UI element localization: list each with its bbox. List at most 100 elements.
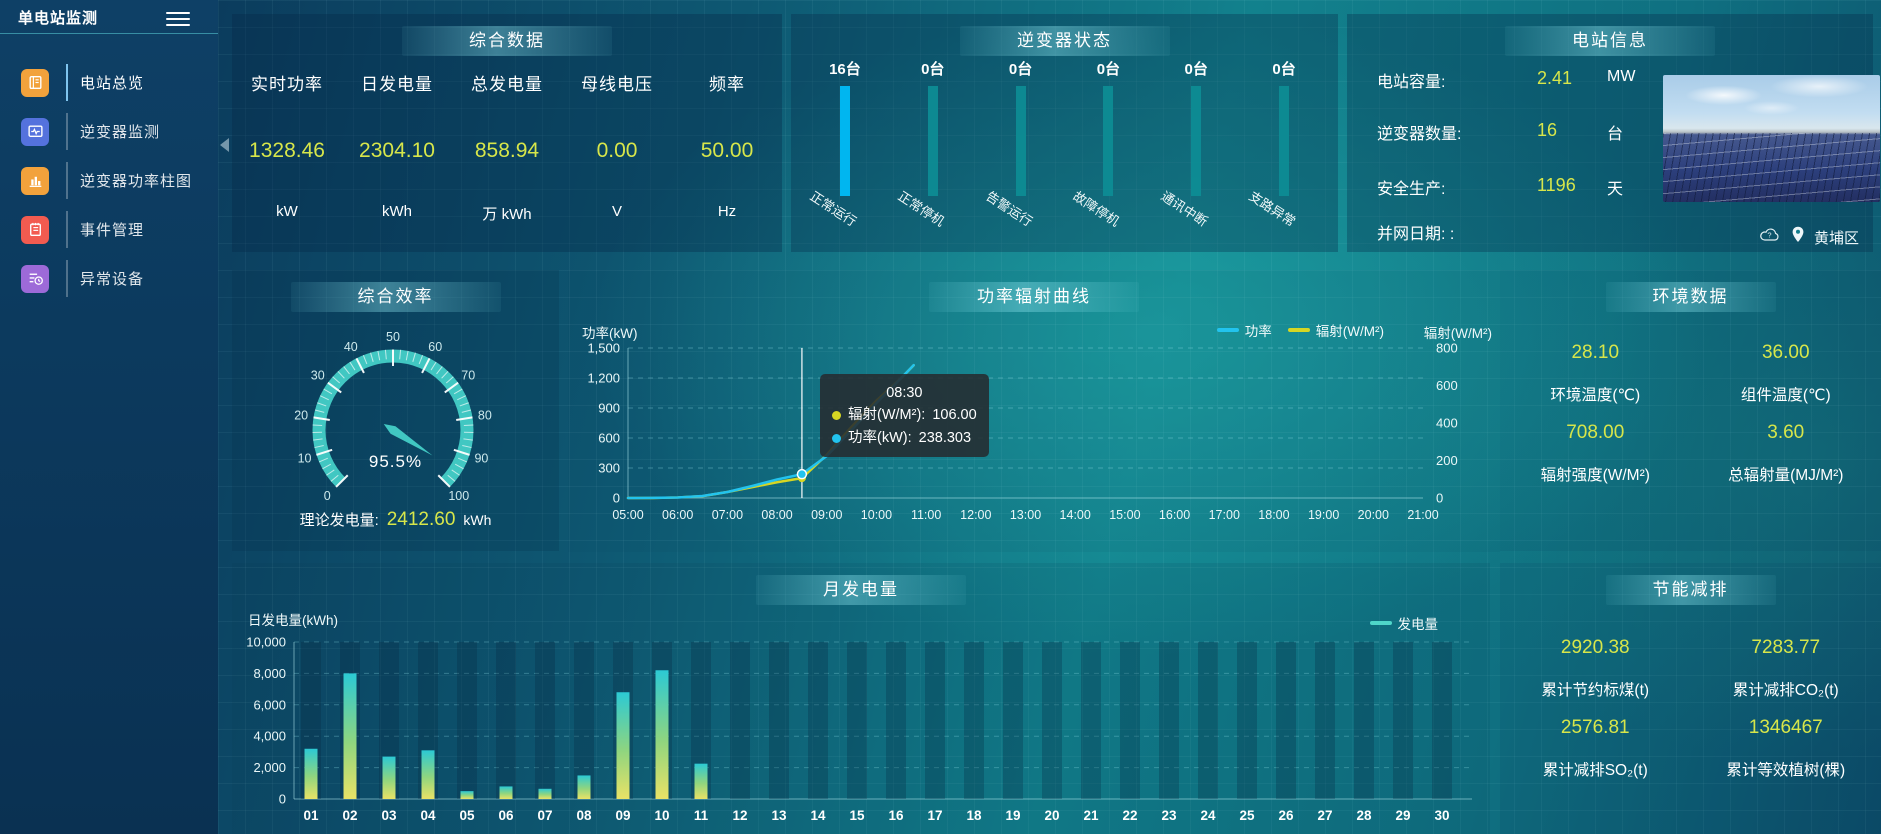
total-radiation-value: 3.60	[1767, 422, 1805, 443]
inverter-count-row: 逆变器数量: 16 台	[1377, 120, 1624, 143]
sidebar: 单电站监测 电站总览 逆变器监测	[0, 0, 218, 834]
svg-text:600: 600	[1436, 378, 1458, 393]
svg-text:600: 600	[598, 431, 620, 446]
svg-text:29: 29	[1395, 808, 1410, 823]
metric-frequency: 频率 50.00 Hz	[700, 75, 754, 220]
inverter-status-fault-stop: 0台 故障停机	[1070, 61, 1123, 230]
curve-legend[interactable]: 功率 辐射(W/M²)	[1216, 320, 1384, 340]
inverter-status-normal-stop: 0台 正常停机	[895, 61, 947, 230]
svg-text:12: 12	[732, 808, 747, 823]
sidebar-item-inverter-monitor[interactable]: 逆变器监测	[0, 107, 218, 156]
district-label[interactable]: 黄埔区	[1813, 229, 1859, 247]
monthly-legend[interactable]: 发电量	[1369, 613, 1438, 633]
location-pin-icon[interactable]	[1791, 226, 1805, 248]
panel-efficiency: 综合效率 0 10 20 30 40 50 60 70 80 90 100 95.5% 理论发电量:…	[232, 270, 559, 551]
sidebar-item-inverter-power-bars[interactable]: 逆变器功率柱图	[0, 156, 218, 205]
svg-text:15: 15	[849, 808, 865, 823]
svg-text:100: 100	[448, 489, 469, 503]
svg-text:40: 40	[344, 340, 358, 354]
main-content: 综合数据 实时功率 1328.46 kW 日发电量 2304.10 kWh 总发…	[218, 0, 1881, 834]
panel-title: 月发电量	[756, 575, 966, 605]
svg-text:1,200: 1,200	[587, 371, 620, 386]
right-axis-title: 辐射(W/M²)	[1423, 326, 1492, 341]
menu-toggle-icon[interactable]	[166, 8, 190, 30]
status-bar	[1103, 86, 1114, 196]
svg-text:28: 28	[1356, 808, 1372, 823]
svg-text:21:00: 21:00	[1407, 508, 1438, 522]
svg-text:0: 0	[1436, 491, 1443, 506]
svg-text:0: 0	[613, 491, 620, 506]
generation-swatch	[1369, 621, 1392, 625]
radiation-swatch	[1287, 328, 1310, 332]
panel-title: 环境数据	[1605, 282, 1776, 312]
sidebar-item-label: 事件管理	[80, 222, 145, 239]
legend-radiation[interactable]: 辐射(W/M²)	[1287, 320, 1384, 340]
svg-text:08: 08	[576, 808, 592, 823]
svg-text:06:00: 06:00	[662, 508, 693, 522]
efficiency-gauge[interactable]: 0 10 20 30 40 50 60 70 80 90 100	[232, 270, 559, 551]
svg-text:05: 05	[459, 808, 475, 823]
svg-text:18: 18	[966, 808, 982, 823]
svg-text:10:00: 10:00	[861, 508, 892, 522]
panel-title: 功率辐射曲线	[929, 282, 1139, 312]
inverter-status-chart[interactable]: 16台 正常运行 0台 正常停机 0台 告警运行 0台 故障停机	[801, 58, 1328, 230]
ambient-temp-label: 环境温度(℃)	[1550, 387, 1641, 404]
so2-reduced-label: 累计减排SO₂(t)	[1542, 762, 1648, 779]
svg-text:19: 19	[1005, 808, 1020, 823]
station-photo	[1663, 75, 1880, 202]
svg-text:0: 0	[324, 489, 331, 503]
status-bar	[839, 86, 850, 196]
metric-daily-energy: 日发电量 2304.10 kWh	[359, 75, 435, 220]
coal-saved-label: 累计节约标煤(t)	[1541, 682, 1650, 699]
tooltip-time: 08:30	[886, 385, 923, 401]
nav-divider	[66, 113, 68, 150]
svg-text:19:00: 19:00	[1308, 508, 1339, 522]
svg-text:24: 24	[1200, 808, 1216, 823]
energy-saving-metrics: 2920.38 7283.77 累计节约标煤(t) 累计减排CO₂(t) 257…	[1500, 637, 1881, 797]
module-temp-label: 组件温度(℃)	[1740, 387, 1831, 404]
svg-text:22: 22	[1122, 808, 1137, 823]
status-bar	[1191, 86, 1202, 196]
station-capacity-row: 电站容量: 2.41 MW	[1377, 68, 1636, 91]
sidebar-item-abnormal-devices[interactable]: 异常设备	[0, 254, 218, 303]
svg-text:20: 20	[294, 408, 308, 422]
panel-energy-saving: 节能减排 2920.38 7283.77 累计节约标煤(t) 累计减排CO₂(t…	[1500, 563, 1881, 834]
nav-divider	[66, 162, 68, 199]
left-axis-title: 功率(kW)	[582, 326, 638, 341]
sidebar-collapse-arrow[interactable]	[220, 138, 229, 152]
svg-text:900: 900	[598, 401, 620, 416]
chart-tooltip: 08:30 辐射(W/M²): 106.00 功率(kW): 238.303	[820, 374, 989, 458]
sidebar-header: 单电站监测	[0, 0, 218, 34]
sidebar-item-label: 电站总览	[80, 75, 145, 92]
weather-cloud-icon[interactable]: ?	[1758, 226, 1782, 248]
svg-text:01: 01	[303, 808, 319, 823]
co2-reduced-value: 7283.77	[1751, 637, 1821, 658]
safe-production-row: 安全生产: 1196 天	[1377, 175, 1624, 198]
svg-text:13: 13	[771, 808, 787, 823]
irradiance-label: 辐射强度(W/M²)	[1540, 467, 1650, 484]
legend-generation[interactable]: 发电量	[1369, 613, 1438, 633]
app-title: 单电站监测	[18, 10, 99, 27]
theoretical-generation: 理论发电量: 2412.60 kWh	[299, 509, 492, 530]
nav-divider	[66, 211, 68, 248]
monthly-generation-chart[interactable]: 0 2,000 4,000 6,000 8,000 10,000 01 02 03 04 05 06 0…	[232, 563, 1490, 834]
inverter-status-alarm-run: 0台 告警运行	[982, 61, 1035, 230]
svg-text:18:00: 18:00	[1258, 508, 1289, 522]
inverter-status-normal-run: 16台 正常运行	[807, 61, 861, 230]
svg-text:10,000: 10,000	[246, 635, 286, 650]
sidebar-item-station-overview[interactable]: 电站总览	[0, 58, 218, 107]
svg-text:400: 400	[1436, 416, 1458, 431]
svg-text:20: 20	[1044, 808, 1059, 823]
legend-power[interactable]: 功率	[1216, 320, 1272, 340]
svg-text:12:00: 12:00	[960, 508, 991, 522]
svg-text:07:00: 07:00	[712, 508, 743, 522]
svg-text:?: ?	[1767, 231, 1771, 240]
svg-text:10: 10	[654, 808, 669, 823]
svg-text:05:00: 05:00	[612, 508, 643, 522]
geo-row: ? 黄埔区	[1758, 226, 1859, 248]
power-radiation-chart[interactable]: 0 300 600 900 1,200 1,500 0 200 400 600 800 05:00 06…	[568, 270, 1500, 552]
status-bar	[1015, 86, 1026, 196]
overview-journal-icon	[21, 68, 49, 97]
sidebar-item-event-management[interactable]: 事件管理	[0, 205, 218, 254]
svg-text:08:00: 08:00	[761, 508, 792, 522]
